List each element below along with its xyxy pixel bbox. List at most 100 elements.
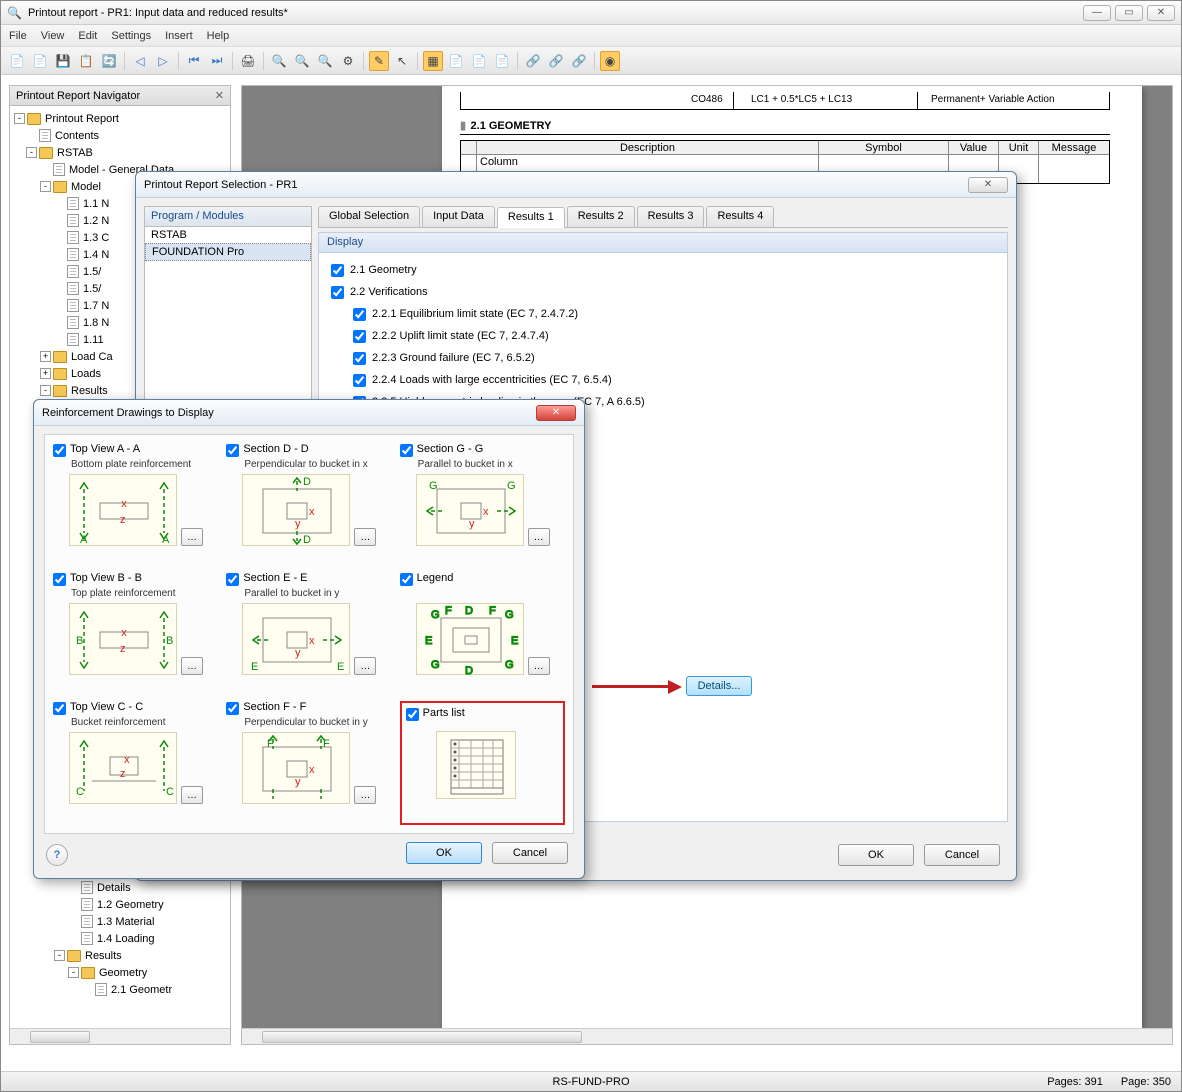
zoomin-icon[interactable]: 🔍 (292, 51, 312, 71)
options-legend-button[interactable]: … (528, 657, 550, 675)
module-foundation-pro[interactable]: FOUNDATION Pro (145, 243, 311, 261)
tree-geometry[interactable]: -Geometry (12, 964, 228, 981)
svg-text:C: C (76, 786, 84, 798)
menu-view[interactable]: View (41, 30, 65, 42)
module-rstab[interactable]: RSTAB (145, 227, 311, 243)
thumb-section-d: DD xy (242, 474, 350, 546)
navigator-close-icon[interactable]: ✕ (215, 89, 224, 102)
doc3-icon[interactable]: 📄 (469, 51, 489, 71)
tree-results2[interactable]: -Results (12, 947, 228, 964)
report-dialog-title-bar[interactable]: Printout Report Selection - PR1 ✕ (136, 172, 1016, 198)
doc2-icon[interactable]: 📄 (446, 51, 466, 71)
chk-parts-list[interactable] (406, 708, 419, 721)
chk-221[interactable]: 2.2.1 Equilibrium limit state (EC 7, 2.4… (331, 303, 995, 325)
chk-section-f[interactable] (226, 702, 239, 715)
link2-icon[interactable]: 🔗 (546, 51, 566, 71)
cell-top-view-c: Top View C - C Bucket reinforcement xz C… (53, 701, 218, 825)
zoomout-icon[interactable]: 🔍 (315, 51, 335, 71)
help-icon[interactable]: ◉ (600, 51, 620, 71)
tree-13mat[interactable]: 1.3 Material (12, 913, 228, 930)
menu-settings[interactable]: Settings (111, 30, 151, 42)
cell-top-view-a: Top View A - A Bottom plate reinforcemen… (53, 443, 218, 566)
gear-icon[interactable]: ⚙ (338, 51, 358, 71)
report-ok-button[interactable]: OK (838, 844, 914, 866)
doc4-icon[interactable]: 📄 (492, 51, 512, 71)
cursor-icon[interactable]: ↖ (392, 51, 412, 71)
options-b-button[interactable]: … (181, 657, 203, 675)
link1-icon[interactable]: 🔗 (523, 51, 543, 71)
link3-icon[interactable]: 🔗 (569, 51, 589, 71)
reinf-dialog-close-icon[interactable]: ✕ (536, 405, 576, 421)
navigator-hscroll[interactable] (10, 1028, 230, 1044)
cell-section-g: Section G - G Parallel to bucket in x GG… (400, 443, 565, 566)
status-bar: RS-FUND-PRO Pages: 391 Page: 350 (1, 1071, 1181, 1091)
tab-global[interactable]: Global Selection (318, 206, 420, 227)
refresh-icon[interactable]: 🔄 (99, 51, 119, 71)
options-a-button[interactable]: … (181, 528, 203, 546)
chk-verifications[interactable]: 2.2 Verifications (331, 281, 995, 303)
cell-section-d: Section D - D Perpendicular to bucket in… (226, 443, 391, 566)
export-icon[interactable]: 📋 (76, 51, 96, 71)
help-button[interactable]: ? (46, 844, 68, 866)
tree-21geo[interactable]: 2.1 Geometr (12, 981, 228, 998)
maximize-button[interactable]: ▭ (1115, 5, 1143, 21)
window-title: Printout report - PR1: Input data and re… (28, 7, 288, 19)
report-cancel-button[interactable]: Cancel (924, 844, 1000, 866)
chk-section-d[interactable] (226, 444, 239, 457)
last-icon[interactable]: ⏭ (207, 51, 227, 71)
tab-results4[interactable]: Results 4 (706, 206, 774, 227)
options-f-button[interactable]: … (354, 786, 376, 804)
chk-224[interactable]: 2.2.4 Loads with large eccentricities (E… (331, 369, 995, 391)
menu-insert[interactable]: Insert (165, 30, 193, 42)
tab-results1[interactable]: Results 1 (497, 207, 565, 228)
reinf-dialog-title-bar[interactable]: Reinforcement Drawings to Display ✕ (34, 400, 584, 426)
zoom-icon[interactable]: 🔍 (269, 51, 289, 71)
svg-text:y: y (295, 518, 301, 530)
navigator-header: Printout Report Navigator ✕ (10, 86, 230, 106)
save-icon[interactable]: 💾 (53, 51, 73, 71)
chk-section-g[interactable] (400, 444, 413, 457)
select-icon[interactable]: ✎ (369, 51, 389, 71)
tab-input[interactable]: Input Data (422, 206, 495, 227)
close-button[interactable]: ✕ (1147, 5, 1175, 21)
chk-section-e[interactable] (226, 573, 239, 586)
options-e-button[interactable]: … (354, 657, 376, 675)
report-dialog-close-icon[interactable]: ✕ (968, 177, 1008, 193)
options-c-button[interactable]: … (181, 786, 203, 804)
prev-icon[interactable]: ◁ (130, 51, 150, 71)
doc-hscroll[interactable] (242, 1028, 1172, 1044)
next-icon[interactable]: ▷ (153, 51, 173, 71)
menu-help[interactable]: Help (207, 30, 230, 42)
tree-rstab[interactable]: -RSTAB (12, 144, 228, 161)
chk-top-view-b[interactable] (53, 573, 66, 586)
tree-details[interactable]: Details (12, 879, 228, 896)
minimize-button[interactable]: — (1083, 5, 1111, 21)
thumb-section-f: FF xy (242, 732, 350, 804)
chk-top-view-c[interactable] (53, 702, 66, 715)
tree-contents[interactable]: Contents (12, 127, 228, 144)
reinf-cancel-button[interactable]: Cancel (492, 842, 568, 864)
first-icon[interactable]: ⏮ (184, 51, 204, 71)
tab-results3[interactable]: Results 3 (637, 206, 705, 227)
svg-text:F: F (267, 738, 274, 750)
details-button[interactable]: Details... (686, 676, 752, 696)
tree-root[interactable]: -Printout Report (12, 110, 228, 127)
chk-top-view-a[interactable] (53, 444, 66, 457)
chk-geometry[interactable]: 2.1 Geometry (331, 259, 995, 281)
reinf-ok-button[interactable]: OK (406, 842, 482, 864)
chk-223[interactable]: 2.2.3 Ground failure (EC 7, 6.5.2) (331, 347, 995, 369)
new-icon[interactable]: 📄 (7, 51, 27, 71)
tab-results2[interactable]: Results 2 (567, 206, 635, 227)
chk-legend[interactable] (400, 573, 413, 586)
doc1-icon[interactable]: ▦ (423, 51, 443, 71)
options-d-button[interactable]: … (354, 528, 376, 546)
chk-222[interactable]: 2.2.2 Uplift limit state (EC 7, 2.4.7.4) (331, 325, 995, 347)
tree-14load[interactable]: 1.4 Loading (12, 930, 228, 947)
options-g-button[interactable]: … (528, 528, 550, 546)
open-icon[interactable]: 📄 (30, 51, 50, 71)
doc-heading: ▮ 2.1 GEOMETRY (460, 116, 1110, 135)
menu-file[interactable]: File (9, 30, 27, 42)
tree-12geo[interactable]: 1.2 Geometry (12, 896, 228, 913)
menu-edit[interactable]: Edit (78, 30, 97, 42)
print-icon[interactable]: 🖨 (238, 51, 258, 71)
